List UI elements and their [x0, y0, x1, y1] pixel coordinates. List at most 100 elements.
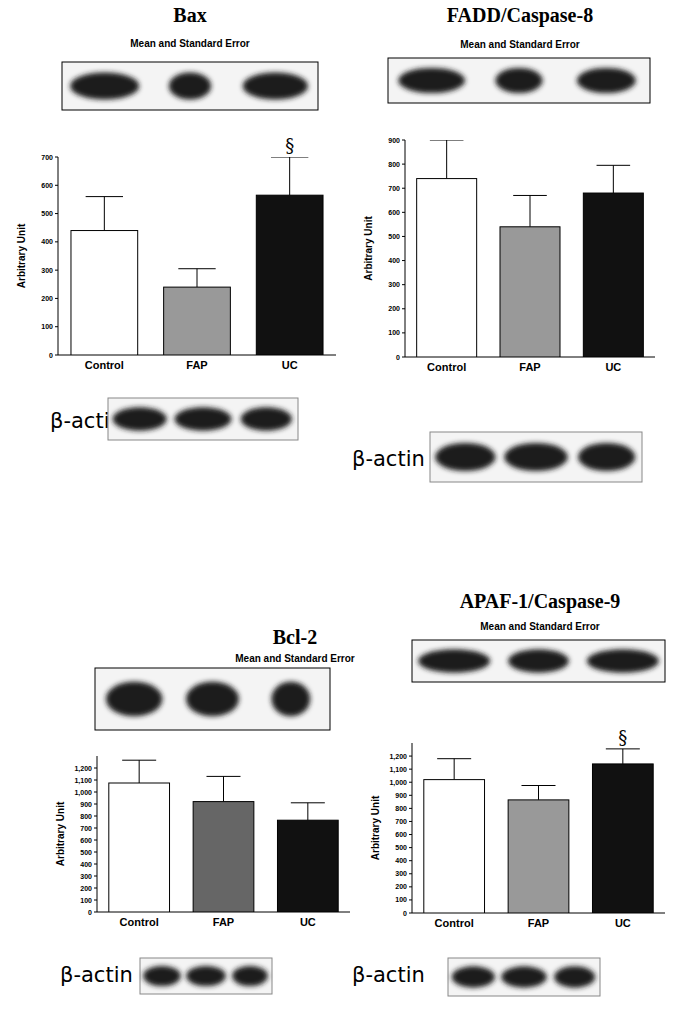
y-tick	[55, 298, 58, 299]
loading-blot	[108, 398, 298, 440]
blot	[388, 58, 650, 103]
x-tick-label: UC	[605, 361, 621, 373]
blot-frame	[62, 62, 318, 110]
y-tick	[94, 876, 97, 877]
y-tick	[409, 873, 412, 874]
y-tick	[55, 270, 58, 271]
blot-band	[495, 68, 542, 93]
x-tick-label: Control	[85, 359, 124, 371]
caption: β-actin	[352, 447, 425, 471]
loading-blot-band	[452, 966, 495, 987]
y-tick-label: 800	[80, 813, 92, 820]
loading-blot-band	[241, 407, 292, 431]
y-tick	[94, 780, 97, 781]
y-tick-label: 300	[41, 267, 53, 274]
y-tick	[55, 241, 58, 242]
y-tick-label: 100	[41, 323, 53, 330]
bar	[592, 764, 653, 913]
error-cap	[521, 785, 555, 786]
error-bar	[446, 140, 447, 179]
y-tick-label: 600	[80, 837, 92, 844]
y-tick-label: 300	[80, 873, 92, 880]
y-tick-label: 700	[41, 154, 53, 161]
x-tick-label: FAP	[186, 359, 207, 371]
y-tick	[409, 860, 412, 861]
y-tick	[402, 188, 405, 189]
error-cap	[437, 758, 471, 759]
x-tick-label: Control	[427, 361, 466, 373]
loading-blot-frame	[140, 958, 272, 994]
loading-blot-band	[504, 443, 568, 471]
error-cap	[122, 760, 156, 761]
y-tick	[409, 913, 412, 914]
y-tick	[409, 756, 412, 757]
y-tick	[55, 355, 58, 356]
y-tick	[94, 816, 97, 817]
error-bar	[530, 195, 531, 226]
y-tick-label: 1,100	[389, 766, 407, 774]
y-tick	[94, 864, 97, 865]
y-tick	[402, 284, 405, 285]
x-tick-label: UC	[300, 916, 316, 928]
y-tick	[409, 847, 412, 848]
loading-blot-frame	[108, 398, 298, 440]
panel: BaxMean and Standard Error01002003004005…	[16, 4, 336, 440]
y-tick-label: 500	[41, 210, 53, 217]
bar	[508, 800, 569, 913]
y-tick-label: 0	[88, 909, 92, 916]
bars	[424, 749, 653, 913]
y-tick	[402, 357, 405, 358]
caption: β-actin	[60, 963, 133, 987]
blot-band	[243, 73, 308, 100]
blot	[62, 62, 318, 110]
y-tick	[55, 213, 58, 214]
loading-blot	[430, 432, 642, 482]
y-tick-label: 500	[80, 849, 92, 856]
y-tick-label: 400	[388, 257, 400, 264]
y-tick	[409, 808, 412, 809]
y-tick	[94, 804, 97, 805]
y-tick	[409, 899, 412, 900]
y-tick	[402, 236, 405, 237]
bar	[424, 780, 485, 913]
y-tick	[94, 768, 97, 769]
x-tick-label: FAP	[519, 361, 540, 373]
y-tick	[402, 332, 405, 333]
loading-blot-band	[578, 443, 635, 471]
blot	[95, 668, 330, 730]
y-tick-label: 400	[395, 857, 407, 864]
bar	[193, 802, 254, 912]
y-tick-label: 200	[388, 305, 400, 312]
y-axis-label: Arbitrary Unit	[363, 216, 374, 281]
caption: β-actin	[352, 963, 425, 987]
loading-blot-frame	[448, 958, 600, 996]
error-cap	[430, 140, 464, 141]
y-tick-label: 300	[395, 870, 407, 877]
blot-band	[577, 68, 636, 93]
x-tick-label: Control	[120, 916, 159, 928]
x-tick-label: FAP	[213, 916, 234, 928]
y-tick-label: 100	[395, 896, 407, 903]
y-tick-label: 1,200	[389, 753, 407, 761]
bar	[109, 783, 170, 912]
error-cap	[606, 748, 640, 749]
subtitle: Mean and Standard Error	[480, 621, 600, 632]
y-tick	[409, 834, 412, 835]
y-tick-label: 100	[388, 329, 400, 336]
bars	[109, 760, 338, 912]
y-tick	[409, 886, 412, 887]
x-tick-label: UC	[282, 359, 298, 371]
y-tick	[94, 840, 97, 841]
y-tick-label: 900	[388, 137, 400, 144]
panel: APAF-1/Caspase-9Mean and Standard Error0…	[352, 590, 665, 996]
error-bar	[197, 269, 198, 287]
y-tick	[94, 912, 97, 913]
title: Bax	[173, 4, 206, 26]
y-tick-label: 200	[41, 295, 53, 302]
y-tick-label: 600	[388, 209, 400, 216]
y-tick-label: 0	[396, 354, 400, 361]
blot-band	[398, 68, 465, 93]
blot-band	[508, 649, 569, 673]
y-tick-label: 1,200	[74, 765, 92, 773]
y-tick	[94, 828, 97, 829]
